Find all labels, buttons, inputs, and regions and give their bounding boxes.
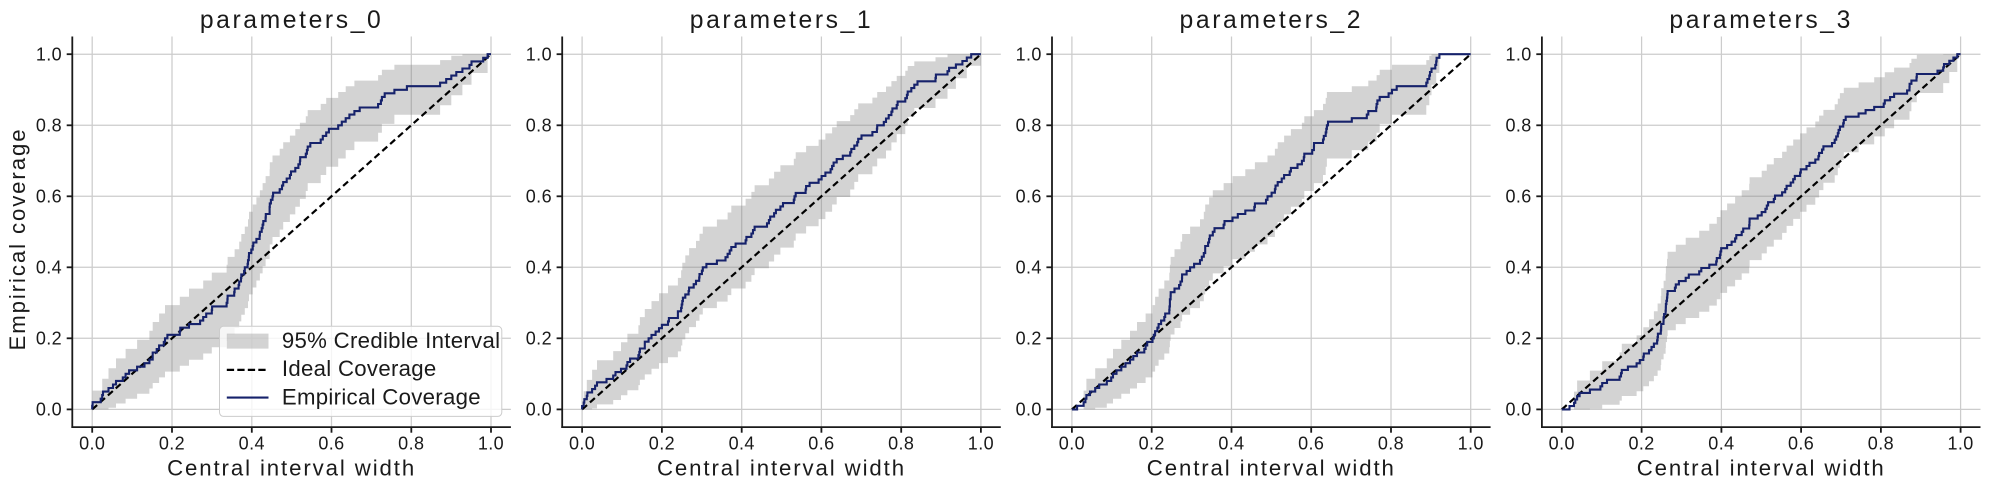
svg-text:0.4: 0.4 [1505, 258, 1531, 278]
svg-text:1.0: 1.0 [968, 434, 994, 454]
svg-text:0.0: 0.0 [79, 434, 105, 454]
svg-text:0.6: 0.6 [1298, 434, 1324, 454]
svg-text:0.4: 0.4 [1016, 258, 1042, 278]
svg-text:parameters_2: parameters_2 [1180, 7, 1364, 34]
svg-text:0.4: 0.4 [729, 434, 755, 454]
svg-text:0.4: 0.4 [239, 434, 265, 454]
svg-text:1.0: 1.0 [1505, 45, 1531, 65]
svg-text:0.8: 0.8 [1378, 434, 1404, 454]
svg-text:0.2: 0.2 [1016, 329, 1042, 349]
svg-text:0.6: 0.6 [1788, 434, 1814, 454]
svg-text:Central interval width: Central interval width [167, 456, 416, 481]
svg-text:0.8: 0.8 [36, 116, 62, 136]
svg-text:Central interval width: Central interval width [657, 456, 906, 481]
svg-text:0.0: 0.0 [1505, 400, 1531, 420]
svg-text:0.0: 0.0 [36, 400, 62, 420]
svg-text:0.6: 0.6 [808, 434, 834, 454]
svg-text:0.4: 0.4 [526, 258, 552, 278]
svg-text:0.0: 0.0 [1016, 400, 1042, 420]
svg-text:1.0: 1.0 [1016, 45, 1042, 65]
svg-text:Central interval width: Central interval width [1147, 456, 1396, 481]
svg-text:0.8: 0.8 [526, 116, 552, 136]
svg-text:0.6: 0.6 [1505, 187, 1531, 207]
svg-text:0.4: 0.4 [36, 258, 62, 278]
svg-text:Empirical coverage: Empirical coverage [5, 128, 30, 351]
svg-text:1.0: 1.0 [526, 45, 552, 65]
svg-text:0.2: 0.2 [526, 329, 552, 349]
svg-text:parameters_0: parameters_0 [200, 7, 384, 34]
svg-text:95% Credible Interval: 95% Credible Interval [282, 328, 500, 353]
svg-text:0.0: 0.0 [1059, 434, 1085, 454]
svg-text:0.8: 0.8 [1016, 116, 1042, 136]
svg-text:0.2: 0.2 [1505, 329, 1531, 349]
svg-text:Ideal Coverage: Ideal Coverage [282, 356, 437, 381]
svg-text:0.8: 0.8 [398, 434, 424, 454]
svg-text:1.0: 1.0 [1947, 434, 1973, 454]
svg-text:0.6: 0.6 [1016, 187, 1042, 207]
svg-text:0.2: 0.2 [1139, 434, 1165, 454]
svg-text:0.4: 0.4 [1708, 434, 1734, 454]
svg-text:0.8: 0.8 [888, 434, 914, 454]
svg-text:0.2: 0.2 [159, 434, 185, 454]
svg-text:0.0: 0.0 [526, 400, 552, 420]
svg-text:0.8: 0.8 [1868, 434, 1894, 454]
svg-text:0.0: 0.0 [569, 434, 595, 454]
svg-text:Empirical Coverage: Empirical Coverage [282, 385, 481, 410]
svg-text:0.0: 0.0 [1549, 434, 1575, 454]
svg-text:Central interval width: Central interval width [1637, 456, 1886, 481]
svg-text:0.2: 0.2 [649, 434, 675, 454]
svg-text:1.0: 1.0 [36, 45, 62, 65]
svg-text:parameters_1: parameters_1 [690, 7, 874, 34]
svg-text:0.6: 0.6 [36, 187, 62, 207]
svg-text:0.2: 0.2 [1628, 434, 1654, 454]
svg-text:1.0: 1.0 [478, 434, 504, 454]
svg-text:0.6: 0.6 [526, 187, 552, 207]
svg-text:0.4: 0.4 [1218, 434, 1244, 454]
svg-text:1.0: 1.0 [1458, 434, 1484, 454]
svg-text:0.6: 0.6 [318, 434, 344, 454]
svg-text:0.8: 0.8 [1505, 116, 1531, 136]
svg-text:0.2: 0.2 [36, 329, 62, 349]
svg-text:parameters_3: parameters_3 [1669, 7, 1853, 34]
